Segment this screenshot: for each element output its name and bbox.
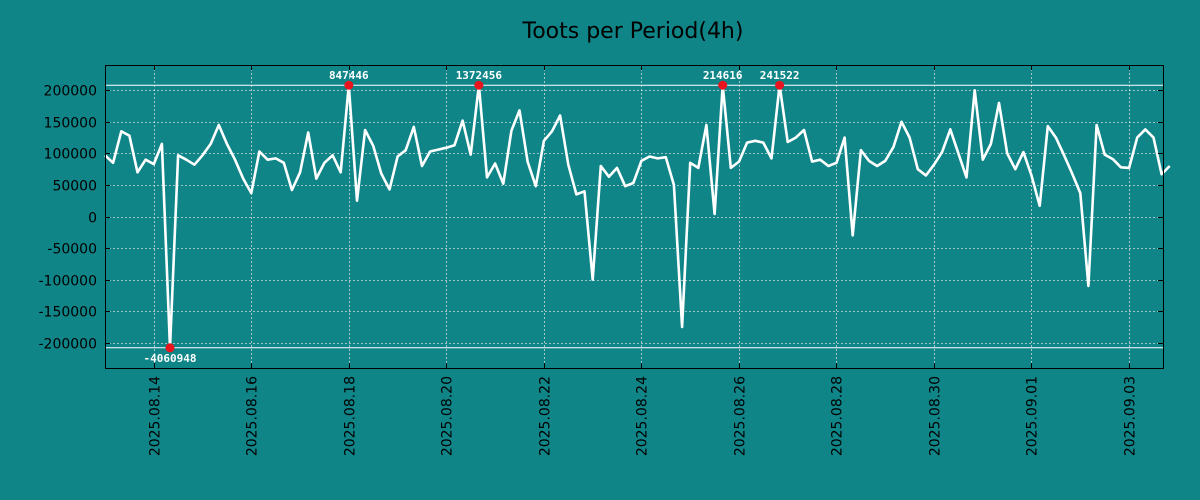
y-axis-ticks: 200000 150000 100000 50000 0 -50000 -100000 -15…: [39, 84, 1163, 353]
y-tick-label: -150000: [39, 305, 98, 321]
peak-marker: [344, 80, 354, 90]
peak-annotation-label: 214616: [703, 69, 743, 82]
peak-marker: [775, 80, 785, 90]
chart-title: Toots per Period(4h): [522, 19, 744, 44]
peak-marker: [165, 343, 175, 353]
peak-annotation-label: -4060948: [144, 352, 197, 365]
x-tick-label: 2025.08.30: [928, 376, 944, 456]
y-tick-label: -100000: [39, 274, 98, 290]
y-tick-label: 100000: [44, 147, 97, 163]
peak-markers: [165, 80, 785, 353]
series-layer: [104, 83, 1171, 350]
x-tick-label: 2025.08.28: [830, 376, 846, 456]
x-tick-label: 2025.08.18: [343, 376, 359, 456]
y-tick-label: 200000: [44, 84, 97, 100]
plot-frame: [105, 65, 1164, 369]
peak-marker: [718, 80, 728, 90]
peak-marker: [474, 80, 484, 90]
grid-lines: [105, 65, 1163, 368]
x-tick-label: 2025.08.24: [635, 376, 651, 456]
y-tick-label: 0: [88, 211, 97, 227]
x-tick-label: 2025.08.20: [440, 376, 456, 456]
x-tick-label: 2025.09.03: [1123, 376, 1139, 456]
x-tick-label: 2025.08.16: [245, 376, 261, 456]
peak-annotation-label: 847446: [329, 69, 369, 82]
x-tick-label: 2025.08.14: [148, 376, 164, 456]
peak-annotation-label: 1372456: [456, 69, 503, 82]
y-tick-label: 50000: [52, 179, 97, 195]
x-tick-label: 2025.09.01: [1025, 376, 1041, 456]
x-tick-label: 2025.08.22: [538, 376, 554, 456]
peak-annotation-label: 241522: [760, 69, 800, 82]
clip-threshold-lines: [105, 84, 1163, 349]
y-tick-label: -200000: [39, 337, 98, 353]
series-line-toots: [104, 83, 1171, 350]
y-tick-label: 150000: [44, 116, 97, 132]
x-axis-ticks: 2025.08.14 2025.08.16 2025.08.18 2025.08.20…: [148, 65, 1139, 456]
y-tick-label: -50000: [47, 242, 97, 258]
peak-annotations: -4060948 847446 1372456 214616 241522: [144, 69, 800, 365]
x-tick-label: 2025.08.26: [733, 376, 749, 456]
